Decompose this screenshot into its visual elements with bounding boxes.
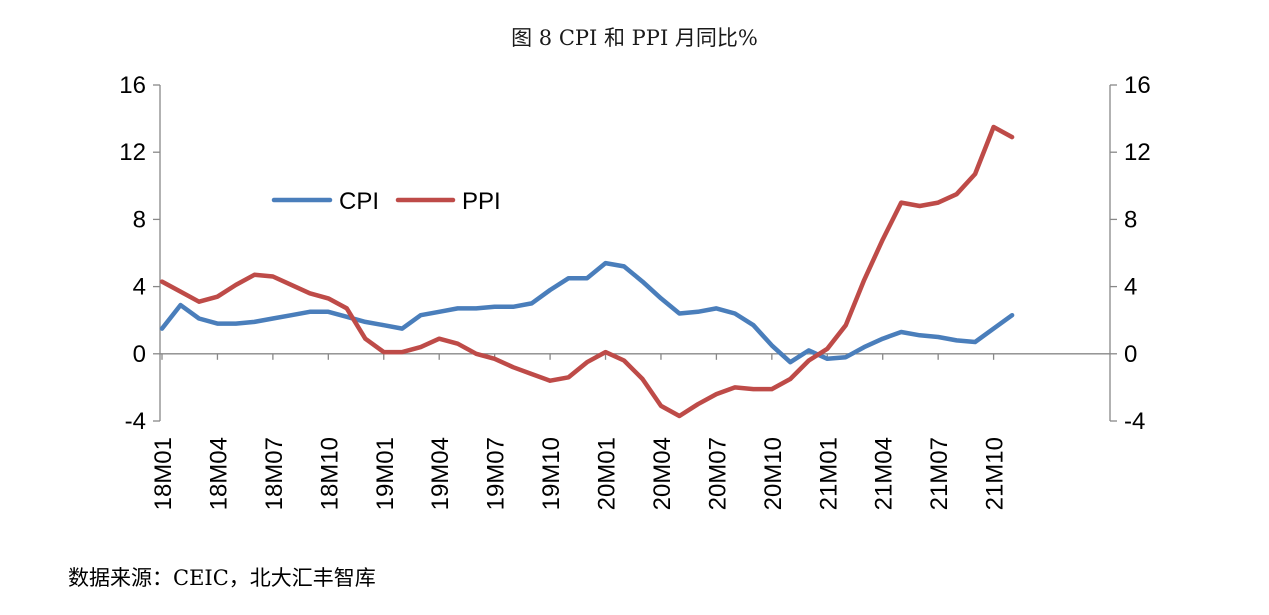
left-y-tick-label: 0 bbox=[133, 341, 146, 368]
x-tick-label: 19M10 bbox=[538, 437, 565, 510]
left-y-axis: -4 0 4 8 12 16 bbox=[119, 72, 160, 435]
x-tick-label: 19M07 bbox=[483, 437, 510, 510]
left-y-tick-label: 16 bbox=[119, 72, 146, 99]
right-y-tick-label: 4 bbox=[1124, 274, 1137, 301]
x-tick-label: 21M01 bbox=[815, 437, 842, 510]
x-tick-label: 21M10 bbox=[982, 437, 1009, 510]
right-y-tick-label: -4 bbox=[1124, 408, 1145, 435]
x-tick-label: 18M04 bbox=[205, 437, 232, 510]
x-tick-label: 18M07 bbox=[261, 437, 288, 510]
left-y-tick-label: 4 bbox=[133, 274, 146, 301]
x-tick-label: 19M04 bbox=[427, 437, 454, 510]
right-y-tick-label: 8 bbox=[1124, 206, 1137, 233]
left-y-tick-label: -4 bbox=[125, 408, 146, 435]
right-y-tick-label: 0 bbox=[1124, 341, 1137, 368]
right-y-tick-label: 16 bbox=[1124, 72, 1151, 99]
x-tick-label: 20M01 bbox=[594, 437, 621, 510]
legend-label-cpi: CPI bbox=[339, 188, 379, 215]
left-y-tick-label: 8 bbox=[133, 206, 146, 233]
x-tick-label: 20M04 bbox=[649, 437, 676, 510]
axes bbox=[159, 85, 1111, 421]
series-layer bbox=[159, 124, 1015, 419]
right-y-tick-label: 12 bbox=[1124, 139, 1151, 166]
source-note: 数据来源：CEIC，北大汇丰智库 bbox=[68, 566, 376, 590]
x-tick-label: 21M04 bbox=[871, 437, 898, 510]
x-tick-label: 20M07 bbox=[704, 437, 731, 510]
series-line-ppi bbox=[159, 124, 1015, 419]
x-tick-label: 19M01 bbox=[372, 437, 399, 510]
x-tick-label: 18M10 bbox=[316, 437, 343, 510]
chart-title: 图 8 CPI 和 PPI 月同比% bbox=[511, 26, 758, 50]
x-axis: 18M01 18M04 18M07 18M10 19M01 19M04 19M07 19M10… bbox=[150, 353, 1009, 510]
left-y-tick-label: 12 bbox=[119, 139, 146, 166]
x-tick-label: 21M07 bbox=[926, 437, 953, 510]
legend: CPI PPI bbox=[271, 188, 501, 215]
x-tick-label: 18M01 bbox=[150, 437, 177, 510]
legend-label-ppi: PPI bbox=[462, 188, 501, 215]
series-line-cpi bbox=[159, 260, 1015, 365]
x-tick-label: 20M10 bbox=[760, 437, 787, 510]
right-y-axis: -4 0 4 8 12 16 bbox=[1110, 72, 1151, 435]
